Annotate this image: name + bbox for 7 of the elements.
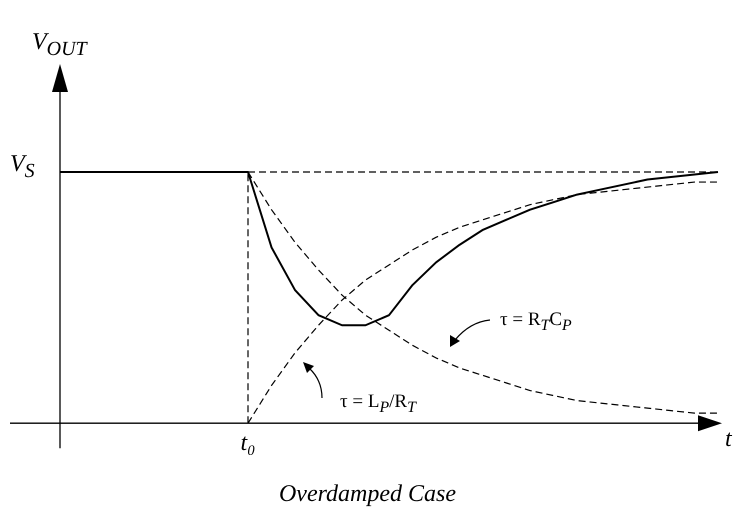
- annotation: τ = L$_{P}$/R$_{T}$: [340, 391, 416, 416]
- x-axis-title: t: [725, 426, 732, 452]
- annotation: τ = R$_{T}$C$_{P}$: [500, 309, 572, 334]
- text: Overdamped Case: [278, 481, 458, 507]
- y-axis-title: V$_{OUT}$: [32, 29, 87, 60]
- text: t₀: [240, 430, 256, 456]
- ref-line-label: V$_{S}$: [10, 151, 35, 182]
